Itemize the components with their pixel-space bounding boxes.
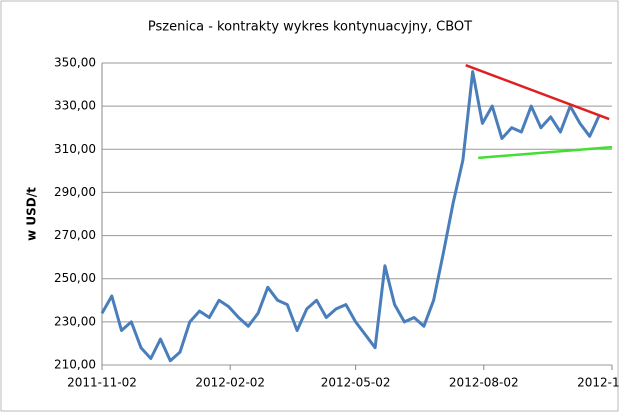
- y-tick-label: 350,00: [54, 56, 96, 70]
- trend-line: [478, 145, 613, 160]
- y-tick-label: 310,00: [54, 142, 96, 156]
- trend-line: [465, 64, 610, 121]
- y-tick-label: 210,00: [54, 358, 96, 372]
- x-tick-label: 2012-05-02: [321, 376, 391, 390]
- x-tick-label: 2012-02-02: [195, 376, 265, 390]
- y-tick-label: 250,00: [54, 271, 96, 285]
- y-tick-label: 330,00: [54, 99, 96, 113]
- x-tick-label: 2011-11-02: [67, 376, 137, 390]
- data-line: [100, 70, 601, 363]
- y-tick-label: 270,00: [54, 228, 96, 242]
- y-tick-label: 290,00: [54, 185, 96, 199]
- y-axis-label: w USD/t: [25, 187, 39, 241]
- chart-title: Pszenica - kontrakty wykres kontynuacyjn…: [148, 20, 472, 35]
- x-tick-label: 2012-11-02: [577, 376, 620, 390]
- x-tick-label: 2012-08-02: [449, 376, 519, 390]
- y-tick-label: 230,00: [54, 314, 96, 328]
